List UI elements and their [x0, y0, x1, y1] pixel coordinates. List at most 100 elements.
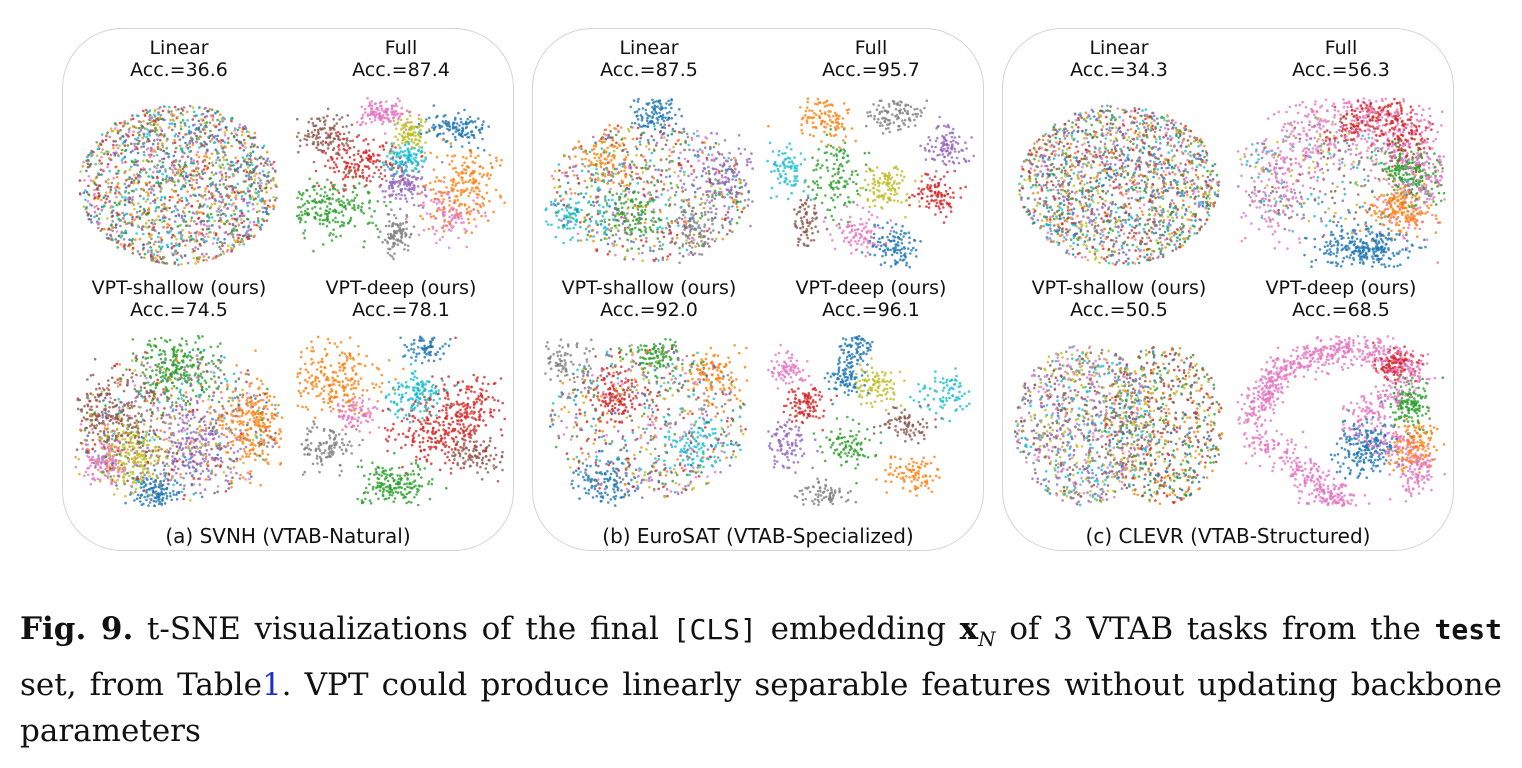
tsne-point — [236, 128, 240, 132]
tsne-point — [157, 362, 160, 366]
tsne-point — [486, 172, 489, 175]
tsne-point — [159, 113, 163, 117]
tsne-point — [181, 109, 185, 112]
tsne-point — [88, 399, 91, 403]
tsne-point — [201, 160, 205, 163]
tsne-point — [472, 199, 475, 202]
tsne-point — [406, 244, 410, 248]
tsne-point — [369, 160, 372, 164]
tsne-point — [257, 441, 260, 445]
tsne-point — [227, 166, 231, 169]
tsne-point — [226, 162, 230, 166]
tsne-point — [216, 446, 219, 450]
tsne-point — [481, 202, 484, 205]
tsne-point — [174, 408, 178, 412]
tsne-point — [416, 192, 419, 195]
tsne-point — [478, 189, 481, 193]
tsne-point — [473, 136, 476, 139]
tsne-point — [246, 421, 250, 425]
tsne-point — [424, 120, 427, 124]
tsne-point — [148, 181, 151, 184]
tsne-point — [96, 226, 100, 230]
tsne-point — [147, 225, 151, 228]
tsne-point — [428, 116, 431, 120]
tsne-point — [178, 168, 182, 171]
tsne-point — [183, 493, 186, 497]
tsne-point — [424, 158, 427, 161]
tsne-point — [199, 244, 202, 247]
tsne-point — [193, 249, 196, 253]
tsne-point — [194, 341, 197, 344]
tsne-point — [203, 223, 206, 226]
tsne-point — [422, 228, 426, 232]
tsne-point — [382, 148, 386, 151]
tsne-point — [220, 177, 224, 181]
tsne-point — [204, 457, 207, 460]
tsne-point — [161, 411, 165, 415]
tsne-point — [418, 192, 422, 196]
tsne-point — [457, 236, 460, 240]
tsne-point — [230, 419, 233, 422]
tsne-point — [454, 138, 457, 142]
tsne-point — [486, 219, 490, 222]
tsne-point — [185, 355, 189, 359]
tsne-point — [322, 243, 325, 246]
tsne-point — [461, 179, 464, 182]
tsne-point — [395, 193, 398, 196]
tsne-point — [139, 168, 143, 171]
tsne-point — [190, 447, 194, 450]
tsne-point — [199, 222, 203, 226]
tsne-point — [462, 181, 465, 185]
tsne-point — [215, 444, 218, 448]
tsne-point — [101, 447, 105, 451]
tsne-point — [266, 434, 270, 437]
tsne-point — [149, 477, 153, 481]
tsne-point — [326, 114, 329, 118]
tsne-point — [234, 156, 237, 160]
tsne-point — [165, 494, 169, 498]
tsne-point — [196, 463, 199, 466]
tsne-point — [229, 447, 233, 450]
tsne-point — [202, 259, 205, 262]
tsne-point — [144, 460, 147, 464]
tsne-point — [129, 423, 132, 426]
tsne-point — [183, 211, 186, 215]
tsne-point — [164, 178, 168, 181]
tsne-point — [109, 185, 113, 189]
tsne-point — [195, 114, 199, 117]
tsne-point — [112, 474, 116, 478]
tsne-point — [441, 138, 444, 141]
tsne-point — [326, 213, 329, 216]
tsne-point — [96, 415, 99, 419]
tsne-point — [314, 137, 318, 140]
tsne-point — [184, 339, 188, 343]
tsne-point — [342, 147, 345, 151]
tsne-point — [368, 221, 371, 224]
tsne-point — [397, 192, 401, 196]
tsne-point — [383, 200, 386, 204]
tsne-point — [86, 451, 90, 454]
tsne-point — [326, 142, 330, 146]
tsne-point — [218, 195, 222, 198]
tsne-point — [500, 158, 503, 162]
tsne-point — [159, 357, 163, 361]
tsne-point — [188, 351, 191, 354]
tsne-point — [117, 154, 120, 157]
tsne-point — [119, 218, 123, 222]
tsne-point — [211, 118, 215, 122]
tsne-point — [230, 431, 234, 435]
tsne-point — [131, 379, 135, 383]
tsne-point — [248, 401, 252, 404]
tsne-point — [222, 156, 225, 159]
tsne-point — [154, 386, 157, 390]
tsne-point — [220, 413, 224, 416]
tsne-point — [418, 139, 422, 143]
tsne-point — [346, 198, 349, 202]
tsne-point — [467, 141, 471, 144]
tsne-point — [417, 122, 421, 126]
tsne-point — [145, 399, 149, 403]
tsne-point — [265, 175, 269, 179]
tsne-point — [482, 204, 485, 207]
tsne-point — [176, 364, 179, 368]
tsne-point — [441, 235, 444, 239]
